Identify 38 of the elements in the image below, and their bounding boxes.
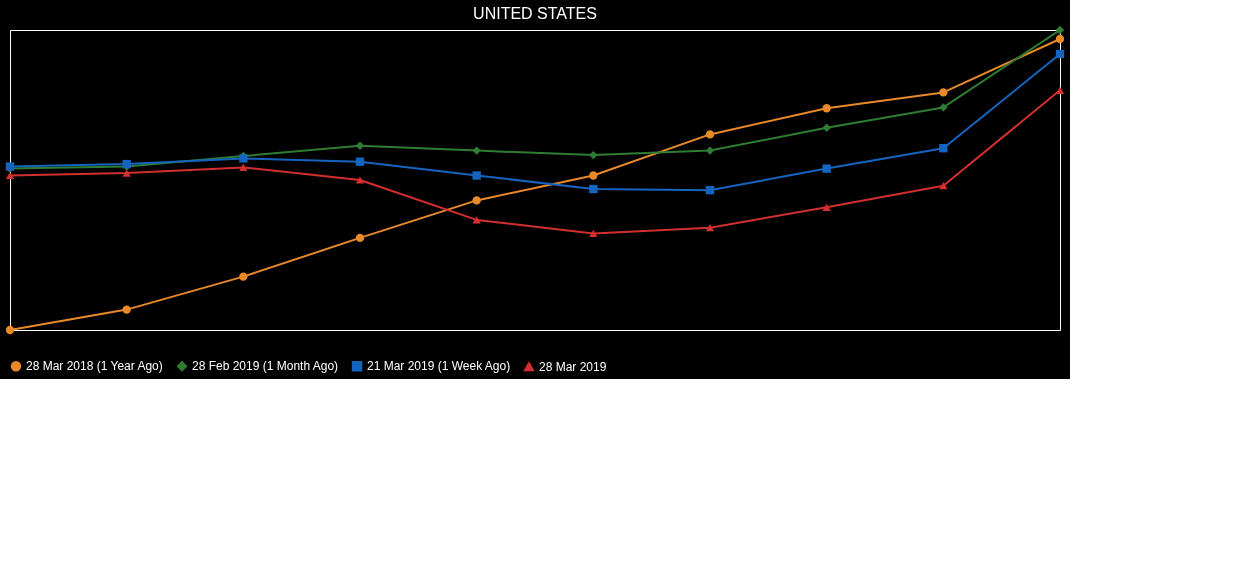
point [589, 229, 598, 238]
point [705, 186, 715, 195]
point [5, 325, 15, 335]
point [705, 146, 715, 155]
point [472, 146, 481, 155]
point [939, 144, 948, 153]
legend-label: 28 Mar 2018 (1 Year Ago) [26, 359, 163, 374]
point [355, 141, 365, 150]
point [472, 216, 481, 224]
point [939, 103, 948, 112]
point [355, 233, 365, 243]
legend-label: 28 Feb 2019 (1 Month Ago) [192, 359, 339, 374]
point [355, 176, 365, 184]
point [355, 157, 365, 166]
point [822, 164, 831, 173]
point [705, 130, 715, 139]
point [239, 272, 248, 281]
point [122, 305, 131, 314]
point [822, 104, 831, 113]
point [589, 150, 598, 160]
chart-title: UNITED STATES [473, 4, 597, 22]
point [705, 224, 715, 232]
point [5, 171, 15, 180]
point [589, 184, 598, 194]
point [822, 203, 831, 211]
legend-label: 21 Mar 2019 (1 Week Ago) [367, 359, 511, 374]
point [589, 171, 598, 180]
point [939, 88, 948, 97]
point [472, 171, 481, 180]
point [472, 196, 481, 205]
point [122, 169, 131, 177]
point [1055, 25, 1065, 35]
point [1055, 34, 1065, 44]
legend-label: 28 Mar 2019 [539, 359, 607, 374]
point [1055, 49, 1065, 59]
point [822, 123, 831, 132]
point [239, 163, 248, 172]
point [939, 182, 948, 190]
